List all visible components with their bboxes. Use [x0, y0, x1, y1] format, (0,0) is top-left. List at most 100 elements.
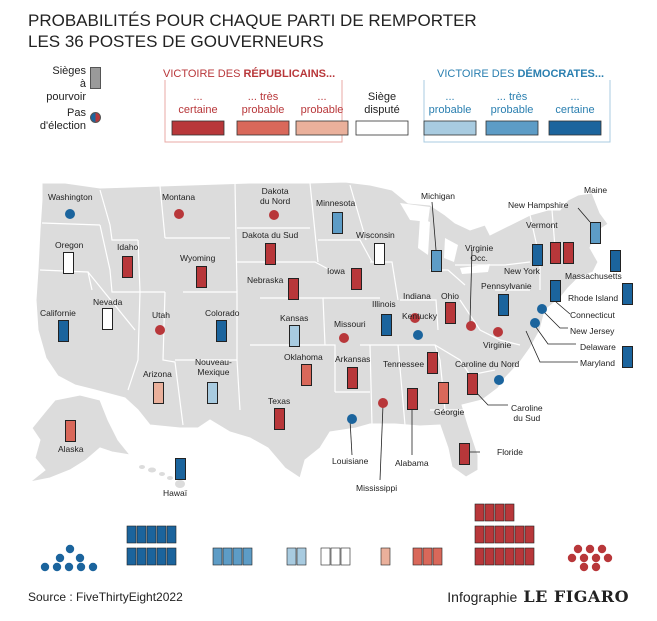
state-label-connecticut: Connecticut — [570, 310, 615, 320]
tally-rep-certaine — [504, 547, 515, 566]
state-label-caroline-du-nord: Caroline du Nord — [455, 359, 520, 369]
state-label-nebraska: Nebraska — [247, 275, 284, 285]
legend-category-label-0: ... certaine — [168, 91, 228, 117]
tally-rep-tres-probable — [422, 547, 433, 566]
state-label-line: Caroline — [511, 403, 543, 413]
no-election-dot-indiana — [410, 313, 420, 323]
state-label-maine: Maine — [584, 185, 608, 195]
seat-marker-massachusetts — [610, 250, 621, 272]
state-label-louisiane: Louisiane — [332, 456, 369, 466]
tally-dem-certaine — [166, 525, 177, 544]
state-label-arkansas: Arkansas — [335, 354, 371, 364]
tally-rep-certaine — [524, 547, 535, 566]
legend-swatch-3 — [355, 120, 409, 136]
seat-marker-hawai — [175, 458, 186, 480]
legend-cat-l1: ... — [445, 91, 455, 103]
legend-category-label-4: ... probable — [420, 91, 480, 117]
seat-marker-michigan — [431, 250, 442, 272]
tally-dem-certaine — [156, 547, 167, 566]
tally-dem-certaine — [146, 525, 157, 544]
seat-marker-ohio — [445, 302, 456, 324]
seat-marker-dakota-du-sud — [265, 243, 276, 265]
no-election-dot-louisiane — [347, 414, 357, 424]
legend-cat-l2: probable — [300, 104, 344, 116]
alaska — [29, 394, 132, 483]
legend-swatch-5 — [485, 120, 539, 136]
state-label-kentucky: Kentucky — [402, 311, 437, 321]
tally-rep-certaine — [474, 547, 485, 566]
state-label-line: du Sud — [513, 413, 541, 423]
tally-dem-tres-probable — [232, 547, 243, 566]
state-label-maryland: Maryland — [580, 358, 615, 368]
no-election-dot-montana — [174, 209, 184, 219]
state-label-iowa: Iowa — [327, 266, 345, 276]
seat-marker-idaho — [122, 256, 133, 278]
seat-marker-pennsylvanie — [498, 294, 509, 316]
state-label-californie: Californie — [40, 308, 76, 318]
state-label-floride: Floride — [497, 447, 523, 457]
legend-swatch-4 — [423, 120, 477, 136]
state-label-idaho: Idaho — [117, 242, 139, 252]
tally-dem-no-election-dot — [40, 562, 50, 572]
seat-marker-tennessee — [427, 352, 438, 374]
state-label-oklahoma: Oklahoma — [284, 352, 323, 362]
legend-no-election-label: Pas d'élection — [30, 107, 86, 133]
tally-dispute — [320, 547, 331, 566]
no-election-dot-mississippi — [378, 398, 388, 408]
tally-rep-certaine — [504, 525, 515, 544]
tally-dem-no-election-dot — [76, 562, 86, 572]
seat-marker-caroline-du-sud — [467, 373, 478, 395]
legend-cat-l1: ... — [193, 91, 203, 103]
title-line-2: LES 36 POSTES DE GOUVERNEURS — [28, 32, 324, 51]
credit: Infographie LE FIGARO — [447, 587, 629, 606]
tally-rep-certaine — [514, 525, 525, 544]
seat-marker-alabama — [407, 388, 418, 410]
leader-lines — [349, 201, 591, 481]
legend-seats-label: Sièges à pourvoir — [46, 65, 86, 104]
state-label-virginie-occ: Virginie Occ. — [465, 243, 493, 263]
state-label-colorado: Colorado — [205, 308, 240, 318]
seat-marker-nebraska — [288, 278, 299, 300]
tally-rep-no-election-dot — [603, 553, 613, 563]
tally-dem-certaine — [136, 525, 147, 544]
no-election-dot-utah — [155, 325, 165, 335]
seat-marker-californie — [58, 320, 69, 342]
state-label-tennessee: Tennessee — [383, 359, 425, 369]
seat-marker-vermont — [550, 242, 561, 264]
state-label-new-york: New York — [504, 266, 540, 276]
tally-dem-tres-probable — [212, 547, 223, 566]
state-label-line: du Nord — [260, 196, 291, 206]
legend-no-election-dot — [90, 112, 101, 123]
tally-dem-probable — [286, 547, 297, 566]
hawaii — [139, 465, 185, 488]
tally-dem-no-election-dot — [65, 544, 75, 554]
seat-marker-rhode-island — [622, 283, 633, 305]
legend-rep-prefix: VICTOIRE DES — [163, 68, 244, 80]
state-label-massachusetts: Massachusetts — [565, 271, 622, 281]
no-election-dot-dakota-du-nord — [269, 210, 279, 220]
legend-swatch-1 — [236, 120, 290, 136]
legend-category-label-3: Siège disputé — [352, 91, 412, 117]
state-label-line: Mexique — [197, 367, 230, 377]
state-label-rhode-island: Rhode Island — [568, 293, 619, 303]
state-label-oregon: Oregon — [55, 240, 84, 250]
state-label-ohio: Ohio — [441, 291, 459, 301]
tally-dem-tres-probable — [222, 547, 233, 566]
seat-marker-illinois — [381, 314, 392, 336]
tally-rep-certaine — [484, 503, 495, 522]
state-label-delaware: Delaware — [580, 342, 616, 352]
state-label-michigan: Michigan — [421, 191, 456, 201]
seat-marker-georgie — [438, 382, 449, 404]
tally-rep-certaine — [504, 503, 515, 522]
tally-dem-certaine — [126, 525, 137, 544]
state-label-utah: Utah — [152, 310, 170, 320]
legend-swatch-2 — [295, 120, 349, 136]
state-label-pennsylvanie: Pennsylvanie — [481, 281, 532, 291]
state-label-new-hampshire: New Hampshire — [508, 200, 569, 210]
no-election-dot-virginie-occ — [466, 321, 476, 331]
tally-rep-certaine — [494, 525, 505, 544]
legend-dem-prefix: VICTOIRE DES — [437, 68, 518, 80]
tally-dem-no-election-dot — [88, 562, 98, 572]
state-label-dakota-du-sud: Dakota du Sud — [242, 230, 299, 240]
state-label-montana: Montana — [162, 192, 196, 202]
